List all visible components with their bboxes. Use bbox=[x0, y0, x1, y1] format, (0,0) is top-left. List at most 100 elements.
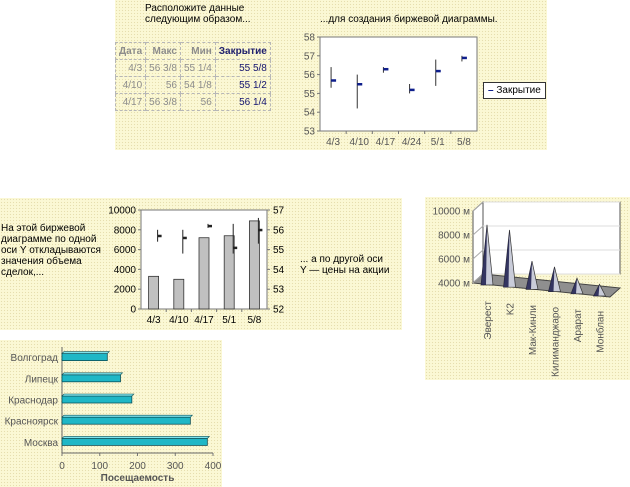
table-cell: 4/3 bbox=[114, 59, 147, 77]
grid-line bbox=[472, 273, 484, 284]
x-tick-label: 4/3 bbox=[326, 137, 340, 148]
stock-legend-label: Закрытие bbox=[496, 85, 541, 96]
y-right-tick-label: 57 bbox=[273, 206, 285, 217]
y-left-tick-label: 2000 bbox=[114, 285, 137, 296]
volume-bar bbox=[223, 235, 235, 310]
y-tick-label: 8000 м bbox=[438, 231, 470, 242]
x-tick-label: 5/1 bbox=[431, 137, 445, 148]
volume-stock-chart: 0 2000 4000 6000 8000 10000 52 53 54 55 56 57 4/3 4/1… bbox=[108, 206, 285, 327]
stock-chart: 53 54 55 56 57 58 4/3 4/10 4/17 4/24 5/1 5/8 bbox=[304, 33, 478, 148]
volume-right-caption-line2: Y — цены на акции bbox=[300, 265, 390, 276]
x-tick-label: 300 bbox=[167, 461, 184, 472]
y-tick-label: 56 bbox=[304, 70, 316, 81]
bar bbox=[61, 374, 121, 383]
x-tick-label: K2 bbox=[506, 303, 517, 316]
close-marker bbox=[182, 236, 187, 240]
y-left-tick-label: 10000 bbox=[108, 206, 136, 217]
mountain-chart-panel: 4000 м 6000 м 8000 м 10000 м Эверест K2 Мак-Ки… bbox=[425, 197, 630, 380]
y-tick-label: Липецк bbox=[25, 374, 59, 385]
plot-area bbox=[319, 36, 478, 132]
grid-line bbox=[472, 225, 484, 236]
close-marker bbox=[357, 83, 363, 86]
x-tick-label: 5/8 bbox=[457, 137, 471, 148]
x-tick-label: 4/17 bbox=[194, 315, 214, 326]
bar-top bbox=[61, 414, 194, 418]
bar bbox=[61, 395, 133, 404]
x-tick-label: Арарат bbox=[573, 309, 584, 343]
close-marker bbox=[461, 56, 467, 60]
x-tick-label: Мак-Кинли bbox=[528, 305, 539, 355]
volume-left-caption: На этой биржевой диаграмме по одной оси … bbox=[1, 223, 101, 278]
volume-bar bbox=[148, 275, 160, 310]
back-wall-left bbox=[472, 200, 484, 285]
volume-bar bbox=[198, 237, 210, 310]
table-row: 4/3 56 3/8 55 1/4 55 5/8 bbox=[114, 59, 271, 77]
y-left-tick-label: 0 bbox=[130, 305, 136, 316]
close-marker bbox=[208, 224, 212, 228]
bar bbox=[61, 438, 208, 446]
y-tick-label: Волгоград bbox=[11, 353, 59, 364]
cone-shadow bbox=[571, 278, 577, 294]
arrange-caption-line1: Расположите данные bbox=[145, 3, 245, 14]
close-marker bbox=[435, 69, 441, 73]
close-marker bbox=[383, 67, 389, 71]
y-tick-label: Краснодар bbox=[8, 396, 58, 407]
x-tick-label: 5/8 bbox=[247, 315, 261, 326]
y-tick-label: 54 bbox=[304, 108, 316, 119]
x-tick-label: 4/17 bbox=[376, 137, 396, 148]
x-tick-label: 0 bbox=[59, 461, 65, 472]
y-tick-label: Красноярск bbox=[5, 417, 59, 428]
y-right-tick-label: 54 bbox=[273, 265, 285, 276]
bar-top bbox=[61, 372, 124, 376]
cone-shadow bbox=[526, 261, 532, 290]
attendance-chart-panel: 0 100 200 300 400 Волгоград Липецк Краснодар Кра… bbox=[0, 340, 222, 487]
table-cell: 4/17 bbox=[114, 93, 147, 111]
volume-bar bbox=[248, 220, 260, 310]
back-wall bbox=[482, 201, 621, 275]
x-axis-label: Посещаемость bbox=[101, 473, 175, 484]
stock-data-table: Дата Макс Мин Закрытие 4/3 56 3/8 55 1/4… bbox=[114, 42, 271, 111]
x-tick-label: 4/24 bbox=[402, 137, 422, 148]
x-tick-label: 400 bbox=[205, 461, 222, 472]
attendance-bar-chart: 0 100 200 300 400 Волгоград Липецк Краснодар Кра… bbox=[5, 347, 222, 484]
legend-marker-icon: – bbox=[488, 85, 494, 96]
y-tick-label: 53 bbox=[304, 127, 316, 138]
x-tick-label: 4/10 bbox=[350, 137, 370, 148]
bar bbox=[61, 353, 108, 362]
table-cell: 56 1/4 bbox=[214, 93, 271, 111]
volume-bar bbox=[173, 278, 185, 310]
y-left-tick-label: 4000 bbox=[114, 265, 137, 276]
y-tick-label: 10000 м bbox=[433, 207, 471, 218]
x-tick-label: 5/1 bbox=[222, 315, 236, 326]
y-tick-label: 55 bbox=[304, 89, 316, 100]
y-left-tick-label: 8000 bbox=[114, 225, 137, 236]
y-tick-label: 57 bbox=[304, 51, 316, 62]
close-marker bbox=[409, 88, 415, 92]
y-tick-label: Москва bbox=[24, 438, 59, 449]
close-marker bbox=[331, 79, 337, 82]
y-right-tick-label: 55 bbox=[273, 245, 285, 256]
x-tick-label: Монблан bbox=[595, 311, 607, 353]
table-row: 4/17 56 3/8 56 56 1/4 bbox=[114, 93, 271, 111]
stock-chart-panel: Расположите данные следующим образом... … bbox=[114, 0, 547, 150]
close-marker bbox=[258, 228, 263, 232]
x-tick-label: 4/10 bbox=[169, 315, 189, 326]
y-tick-label: 6000 м bbox=[438, 255, 470, 266]
create-caption: ...для создания биржевой диаграммы. bbox=[320, 14, 498, 25]
close-marker bbox=[157, 234, 162, 238]
grid-line bbox=[472, 249, 484, 260]
stock-legend: – Закрытие bbox=[483, 82, 546, 99]
x-tick-label: 200 bbox=[129, 461, 146, 472]
y-left-tick-label: 6000 bbox=[114, 245, 137, 256]
y-right-tick-label: 52 bbox=[273, 305, 285, 316]
bar-top bbox=[61, 393, 135, 397]
x-tick-label: 100 bbox=[91, 461, 108, 472]
y-right-tick-label: 56 bbox=[273, 225, 285, 236]
volume-stock-panel: На этой биржевой диаграмме по одной оси … bbox=[0, 198, 402, 330]
table-row: 4/10 56 54 1/8 55 1/2 bbox=[114, 76, 271, 94]
bar bbox=[61, 416, 191, 425]
x-tick-label: Эверест bbox=[483, 301, 494, 340]
cone-shadow bbox=[548, 266, 555, 292]
volume-right-caption-line1: ... а по другой оси bbox=[300, 254, 383, 265]
close-marker bbox=[233, 246, 238, 250]
